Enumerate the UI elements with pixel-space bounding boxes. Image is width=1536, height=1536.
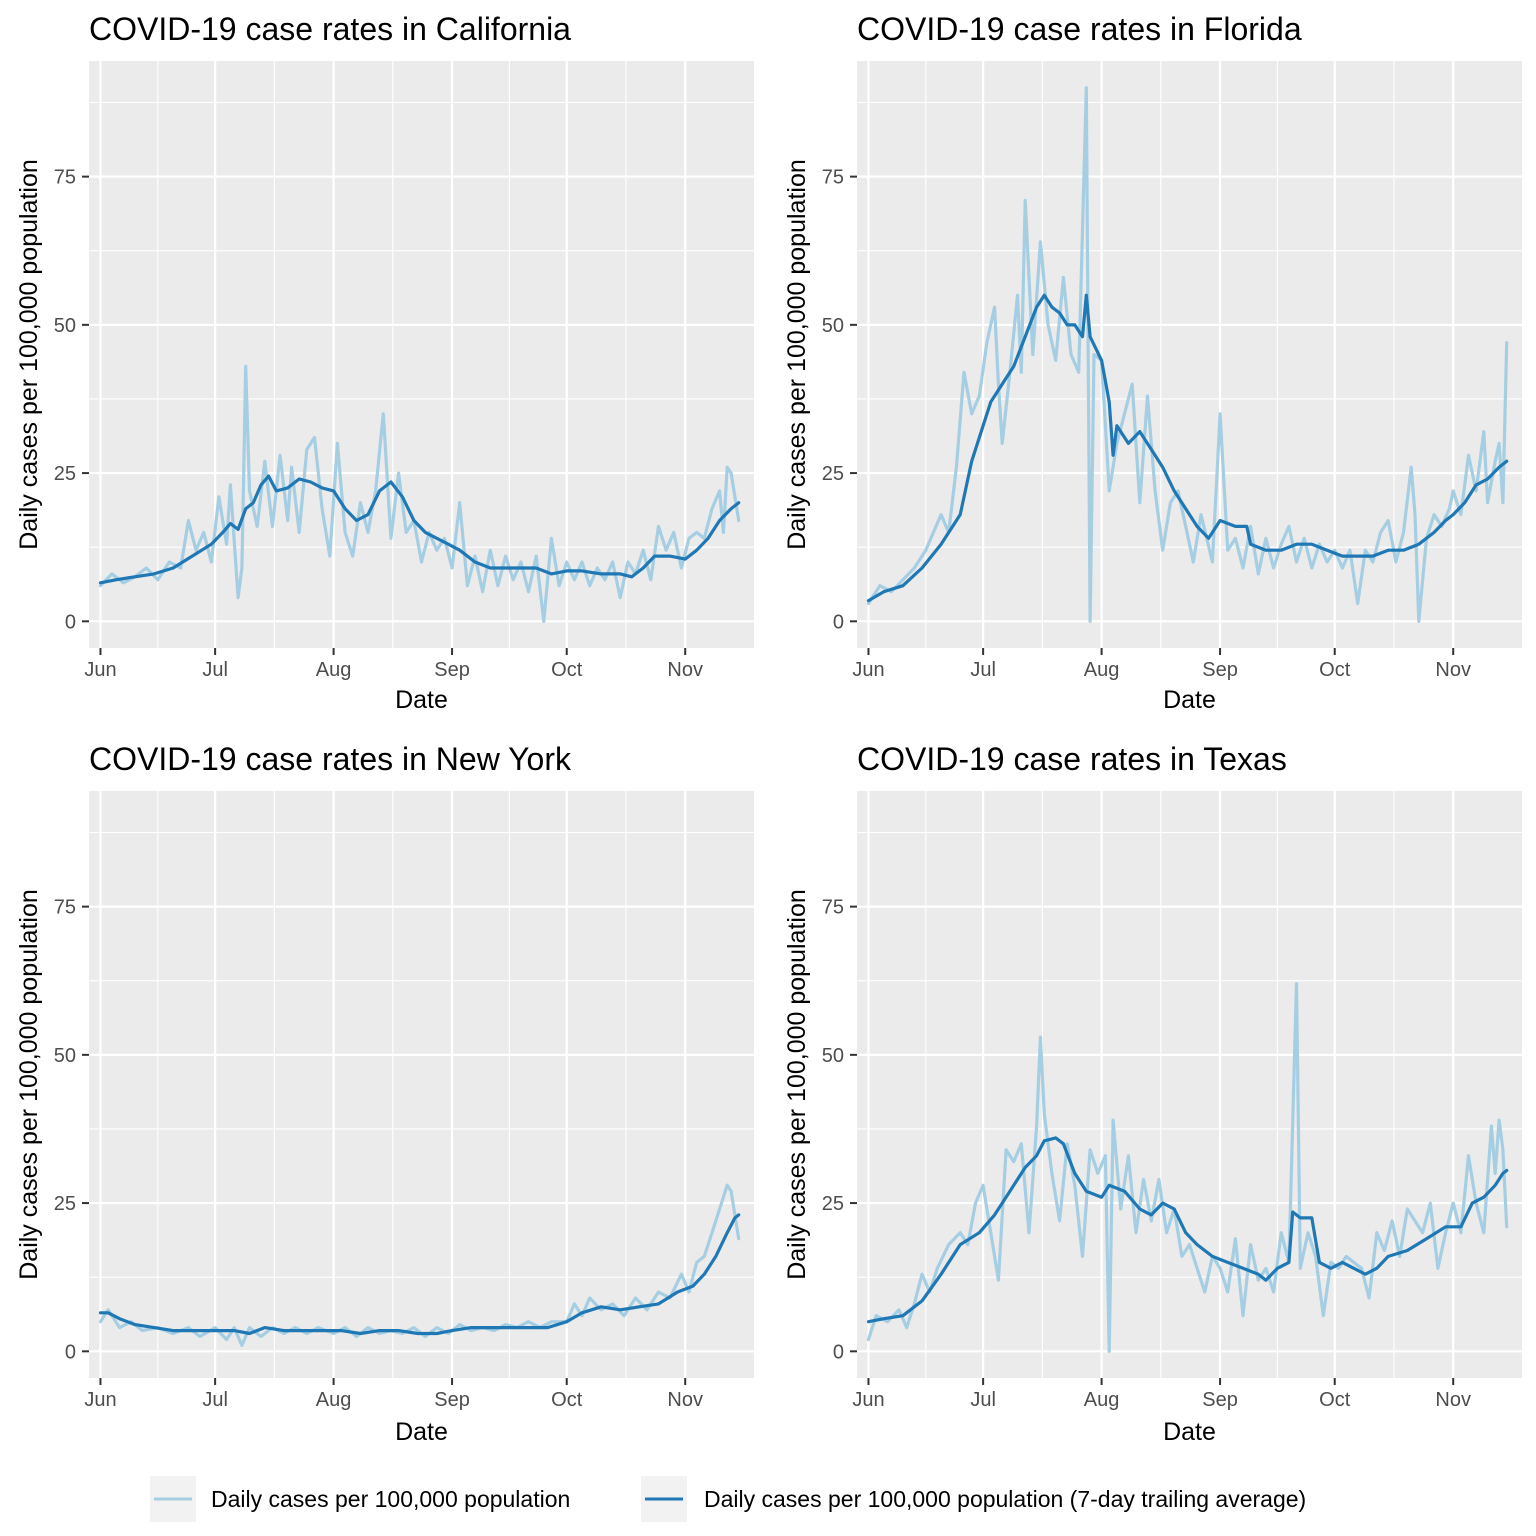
- panel-background: [857, 61, 1522, 648]
- x-tick-label: Nov: [667, 659, 703, 681]
- y-tick-label: 50: [54, 315, 76, 337]
- x-tick-label: Nov: [1435, 659, 1471, 681]
- y-axis-title: Daily cases per 100,000 population: [15, 159, 43, 550]
- series-line-daily: [866, 86, 1509, 623]
- x-tick-label: Sep: [1202, 1389, 1238, 1411]
- legend: Daily cases per 100,000 population Daily…: [150, 1476, 1306, 1522]
- y-tick-label: 25: [822, 1193, 844, 1215]
- series-line-7-day-average: [98, 474, 741, 585]
- x-tick-label: Aug: [1084, 659, 1120, 681]
- y-axis-title: Daily cases per 100,000 population: [783, 889, 811, 1280]
- y-tick-label: 25: [822, 463, 844, 485]
- x-axis-title: Date: [395, 686, 448, 714]
- legend-label-daily: Daily cases per 100,000 population: [211, 1486, 570, 1512]
- chart-title: COVID-19 case rates in New York: [89, 741, 572, 777]
- y-axis-title: Daily cases per 100,000 population: [783, 159, 811, 550]
- y-tick-label: 0: [65, 1341, 76, 1363]
- chart-title: COVID-19 case rates in Texas: [857, 741, 1287, 777]
- chart-title: COVID-19 case rates in California: [89, 11, 571, 47]
- y-tick-label: 75: [54, 897, 76, 919]
- y-tick-label: 25: [54, 1193, 76, 1215]
- x-tick-label: Oct: [551, 1389, 583, 1411]
- series-group: [98, 1183, 741, 1348]
- chart-panels: 0 25 50 75 Jun Jul Aug Sep Oct Nov COVID-19 case r…: [15, 11, 1522, 1446]
- panel-background: [857, 791, 1522, 1378]
- series-line-7-day-average: [866, 1136, 1509, 1324]
- x-axis-title: Date: [1163, 1418, 1216, 1446]
- y-tick-label: 50: [822, 315, 844, 337]
- chart-panel-1: 0 25 50 75 Jun Jul Aug Sep Oct Nov COVID-19 case r…: [15, 11, 754, 714]
- x-tick-label: Jun: [84, 1389, 116, 1411]
- series-group: [866, 86, 1509, 623]
- y-tick-label: 0: [833, 1341, 844, 1363]
- x-tick-label: Aug: [1084, 1389, 1120, 1411]
- y-tick-label: 50: [822, 1045, 844, 1067]
- x-tick-label: Sep: [1202, 659, 1238, 681]
- chart-panel-4: 0 25 50 75 Jun Jul Aug Sep Oct Nov COVID-19 case r…: [783, 741, 1522, 1446]
- series-line-daily: [98, 364, 741, 623]
- x-tick-label: Nov: [667, 1389, 703, 1411]
- series-line-daily: [98, 1183, 741, 1348]
- chart-title: COVID-19 case rates in Florida: [857, 11, 1302, 47]
- x-tick-label: Oct: [1319, 1389, 1351, 1411]
- y-tick-label: 75: [822, 897, 844, 919]
- series-group: [98, 364, 741, 623]
- x-tick-label: Nov: [1435, 1389, 1471, 1411]
- y-tick-label: 75: [54, 167, 76, 189]
- x-tick-label: Jun: [84, 659, 116, 681]
- x-tick-label: Aug: [316, 1389, 352, 1411]
- x-tick-label: Jun: [852, 1389, 884, 1411]
- chart-panel-2: 0 25 50 75 Jun Jul Aug Sep Oct Nov COVID-19 case r…: [783, 11, 1522, 714]
- series-line-7-day-average: [866, 293, 1509, 603]
- y-axis-title: Daily cases per 100,000 population: [15, 889, 43, 1280]
- y-tick-label: 25: [54, 463, 76, 485]
- x-tick-label: Aug: [316, 659, 352, 681]
- chart-panel-3: 0 25 50 75 Jun Jul Aug Sep Oct Nov COVID-19 case r…: [15, 741, 754, 1446]
- x-tick-label: Jul: [202, 659, 228, 681]
- y-tick-label: 75: [822, 167, 844, 189]
- x-tick-label: Jul: [202, 1389, 228, 1411]
- x-tick-label: Sep: [434, 659, 470, 681]
- x-tick-label: Oct: [1319, 659, 1351, 681]
- series-group: [866, 982, 1509, 1353]
- y-tick-label: 0: [833, 611, 844, 633]
- x-axis-title: Date: [395, 1418, 448, 1446]
- x-tick-label: Jul: [970, 659, 996, 681]
- x-tick-label: Oct: [551, 659, 583, 681]
- series-line-7-day-average: [98, 1213, 741, 1336]
- x-tick-label: Jun: [852, 659, 884, 681]
- y-tick-label: 0: [65, 611, 76, 633]
- series-line-daily: [866, 982, 1509, 1353]
- panel-background: [89, 791, 754, 1378]
- x-tick-label: Jul: [970, 1389, 996, 1411]
- x-tick-label: Sep: [434, 1389, 470, 1411]
- x-axis-title: Date: [1163, 686, 1216, 714]
- legend-label-average: Daily cases per 100,000 population (7-da…: [704, 1486, 1306, 1512]
- y-tick-label: 50: [54, 1045, 76, 1067]
